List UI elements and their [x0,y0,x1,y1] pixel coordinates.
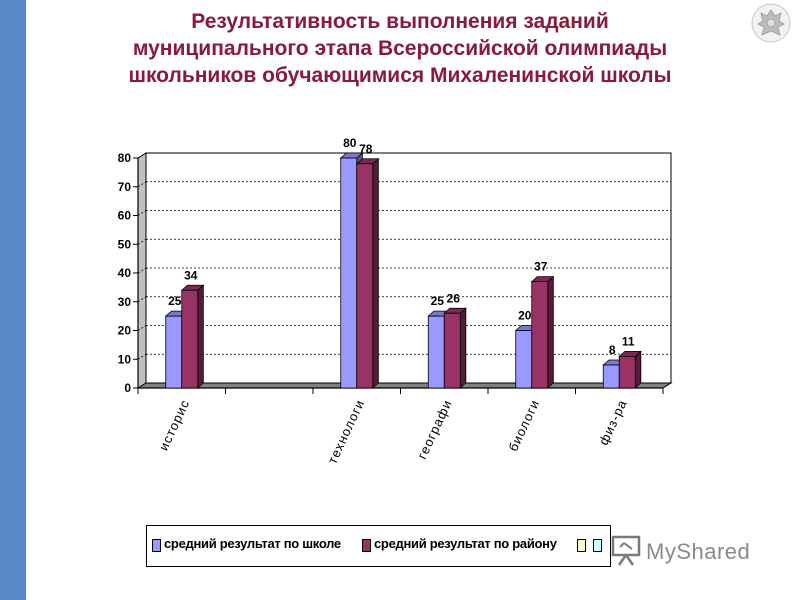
y-tick-label: 60 [118,209,132,223]
bar-side [634,350,642,389]
bar-front [356,163,374,389]
data-label: 34 [184,268,198,282]
bar-front [443,312,461,389]
legend-swatch-4 [593,539,602,552]
coat-of-arms-icon [751,3,791,43]
legend-swatch-district [362,539,371,552]
bar-district [443,307,467,389]
chart-legend: средний результат по школе средний резул… [146,525,611,567]
bar-front [618,355,636,389]
title-line-2: муниципального этапа Всероссийской олимп… [132,37,668,60]
gridline-diagonal [137,353,147,360]
gridline-diagonal [137,210,147,216]
bar-side [459,307,467,389]
watermark-text: MyShared [646,539,751,564]
gridline-diagonal [137,181,147,188]
plot-back-wall [145,152,672,384]
x-tick-label: физ-ра [596,397,630,447]
bar-district [180,284,205,389]
gridline-diagonal [137,238,147,245]
y-tick-label: 10 [118,352,132,366]
data-label: 78 [359,142,373,156]
bar-front [531,281,549,389]
gridline-diagonal [137,267,147,274]
data-label: 26 [447,291,461,305]
gridline-diagonal [137,296,147,303]
gridline-diagonal [137,325,147,331]
data-label: 20 [518,309,532,323]
data-label: 25 [431,294,445,308]
y-tick-label: 20 [118,324,132,338]
gridline-diagonal [137,152,147,159]
x-tick-label: географи [414,397,455,461]
legend-label-school: средний результат по школе [164,536,341,551]
y-tick-label: 40 [118,266,132,280]
legend-swatch-3 [577,539,586,552]
presentation-icon [611,535,641,566]
bar-front [165,315,183,389]
bar-front [602,364,620,389]
title-line-3: школьников обучающимися Михаленинской шк… [128,64,672,87]
plot-floor [136,382,673,389]
bar-front [181,289,199,389]
x-tick-label: биологи [505,397,542,454]
data-label: 11 [622,334,635,348]
bar-side [372,157,379,389]
bar-front [515,330,533,389]
bar-front [427,315,445,389]
y-tick-label: 50 [118,237,132,251]
title-line-1: Результативность выполнения заданий [191,10,609,33]
data-label: 25 [168,294,182,308]
y-tick-label: 80 [118,151,132,165]
x-tick-label: историс [156,397,193,453]
sidebar-stripe [0,0,26,600]
data-label: 8 [609,343,616,357]
y-tick-label: 0 [124,381,131,395]
data-label: 37 [534,260,548,274]
bar-district [530,275,555,389]
bar-side [547,275,554,389]
data-label: 80 [343,136,357,150]
bar-side [197,284,204,389]
legend-label-district: средний результат по району [374,536,557,551]
watermark: MyShared [610,533,780,573]
y-tick-label: 30 [118,295,132,309]
legend-swatch-school [152,539,161,552]
bar-district [618,350,642,389]
y-tick-label: 70 [118,180,132,194]
bar-district [355,157,380,389]
bar-front [340,157,358,389]
x-tick-label: технологи [325,397,368,466]
slide-title: Результативность выполнения заданий муни… [40,8,760,89]
